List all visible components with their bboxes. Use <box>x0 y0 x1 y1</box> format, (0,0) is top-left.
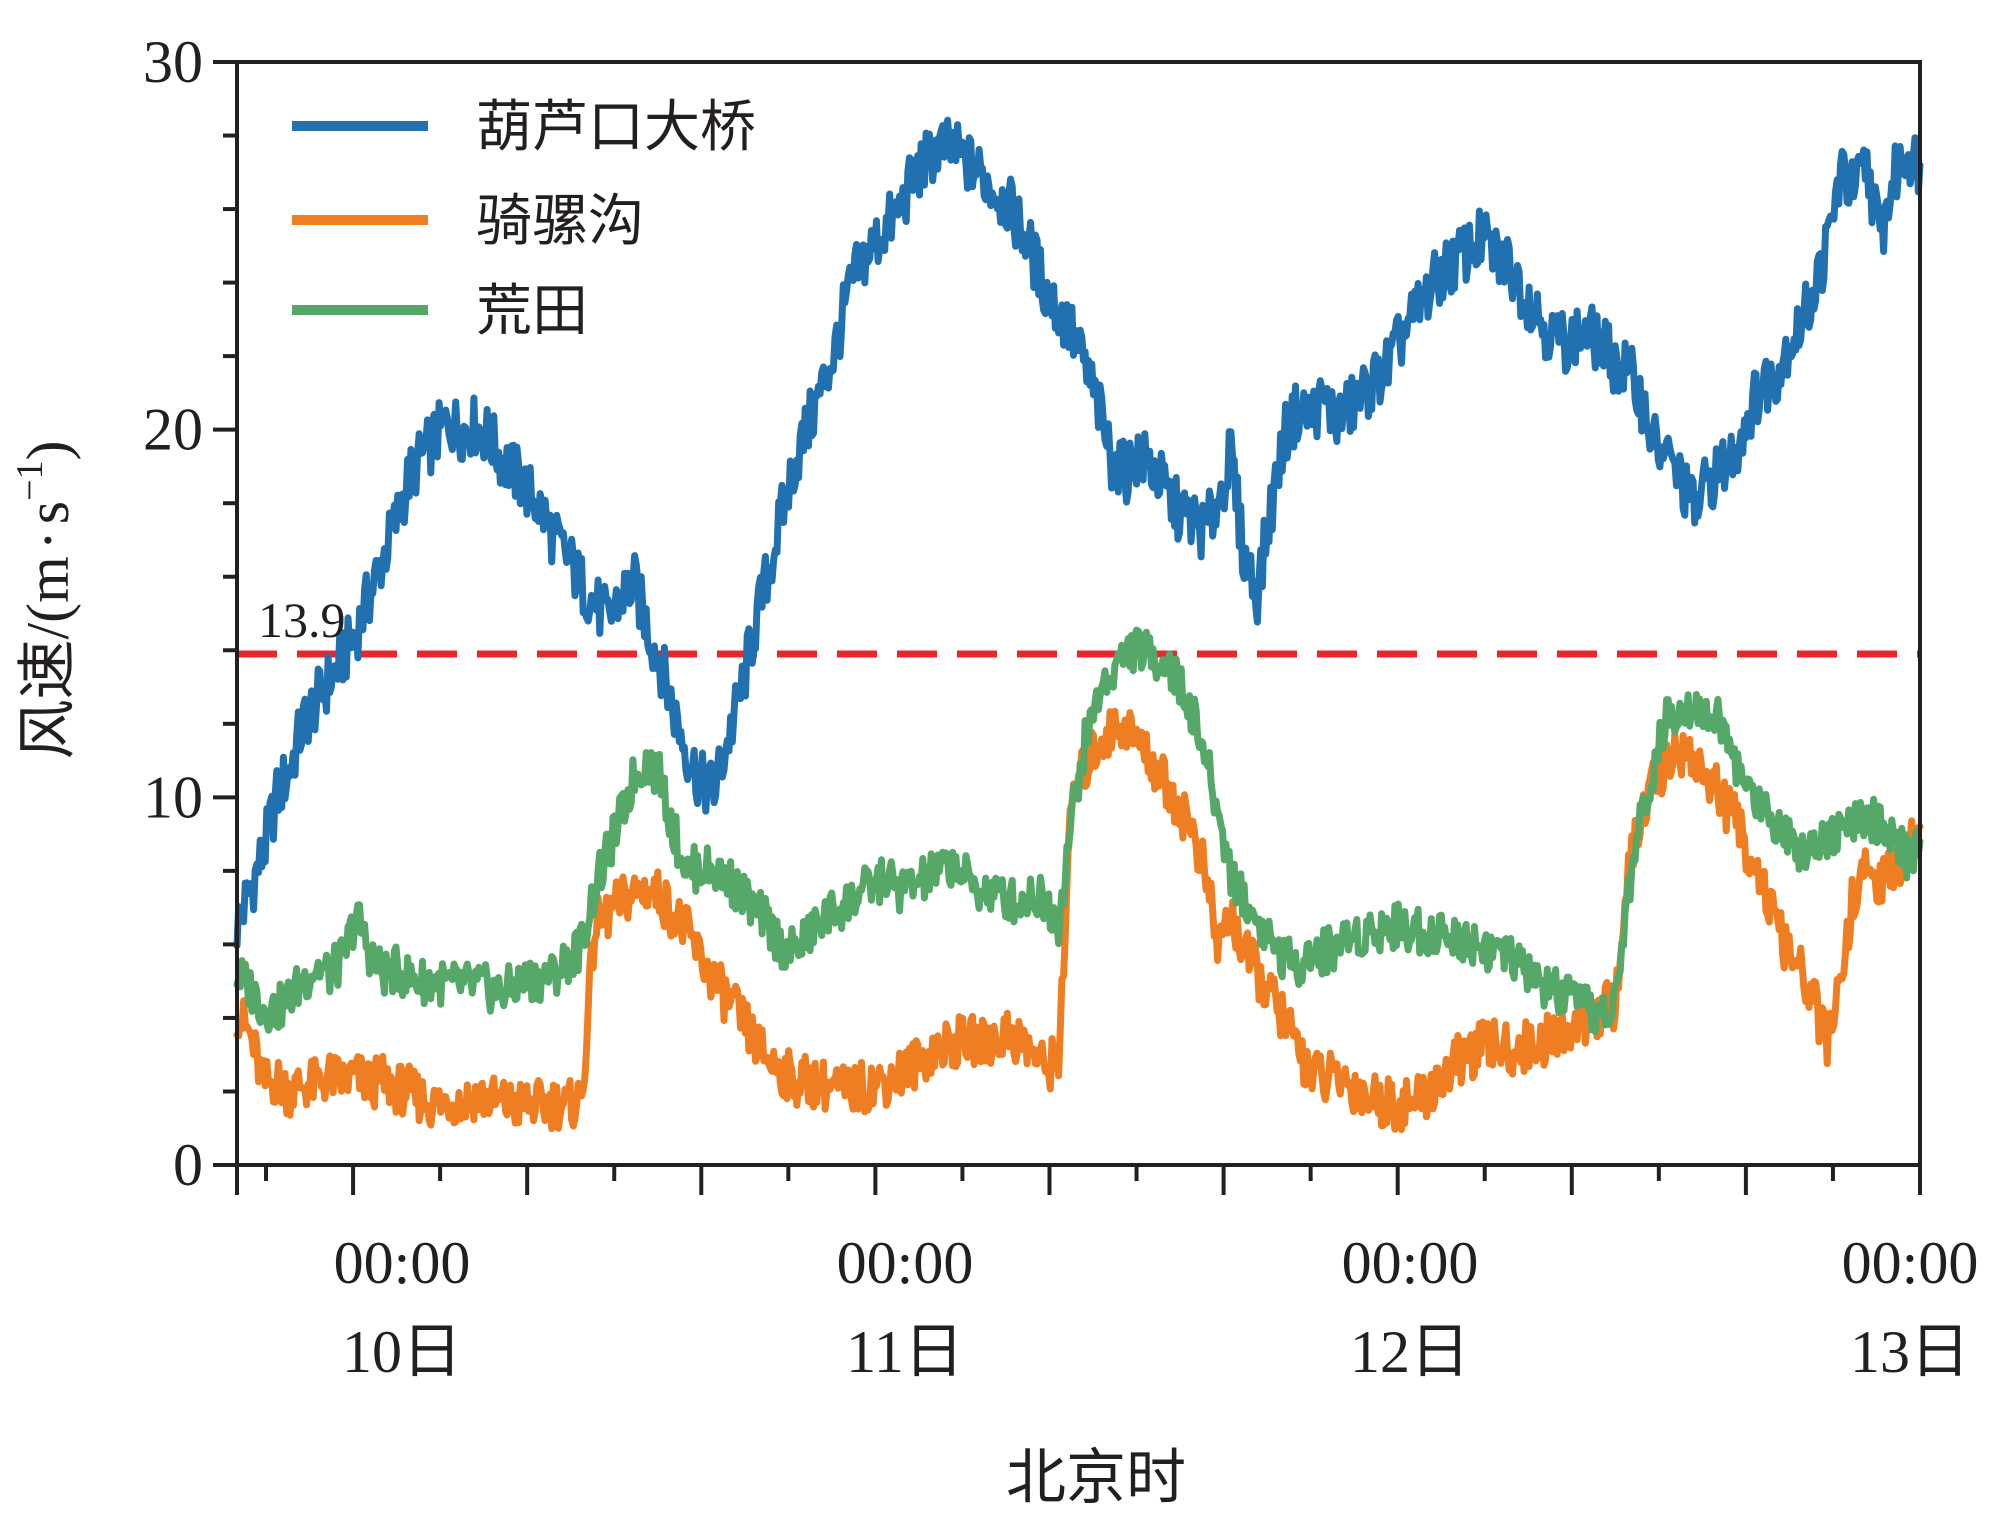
x-tick-label-day: 11日 <box>846 1319 964 1385</box>
y-tick-label: 30 <box>143 29 203 95</box>
y-tick-label: 10 <box>143 764 203 830</box>
series-line-2 <box>233 626 1924 1036</box>
x-axis-title: 北京时 <box>1006 1445 1186 1511</box>
axes <box>213 60 1922 1195</box>
x-tick-label-time: 00:00 <box>1342 1230 1479 1296</box>
legend-label-qiluogou: 骑骡沟 <box>476 191 644 253</box>
y-axis-title: 风速/(m·s−1) <box>9 440 81 759</box>
x-tick-label-day: 13日 <box>1850 1319 1970 1385</box>
tick-labels: 0 10 20 30 00:00 10日 00:00 11日 00:00 12日 00:00 13日 <box>143 29 1978 1385</box>
y-tick-label: 0 <box>173 1132 203 1198</box>
reference-line-label: 13.9 <box>258 592 346 648</box>
x-tick-label-day: 12日 <box>1350 1319 1470 1385</box>
x-tick-label-time: 00:00 <box>1842 1230 1979 1296</box>
x-tick-label-day: 10日 <box>342 1319 462 1385</box>
series-lines <box>233 116 1924 1134</box>
x-tick-label-time: 00:00 <box>334 1230 471 1296</box>
series-line-0 <box>233 116 1924 950</box>
legend: 葫芦口大桥 骑骡沟 荒田 <box>292 97 756 343</box>
x-tick-label-time: 00:00 <box>837 1230 974 1296</box>
legend-label-huangtian: 荒田 <box>476 281 588 343</box>
plot-frame <box>235 60 1922 1167</box>
legend-label-huludaqiao: 葫芦口大桥 <box>476 97 756 159</box>
y-tick-label: 20 <box>143 397 203 463</box>
